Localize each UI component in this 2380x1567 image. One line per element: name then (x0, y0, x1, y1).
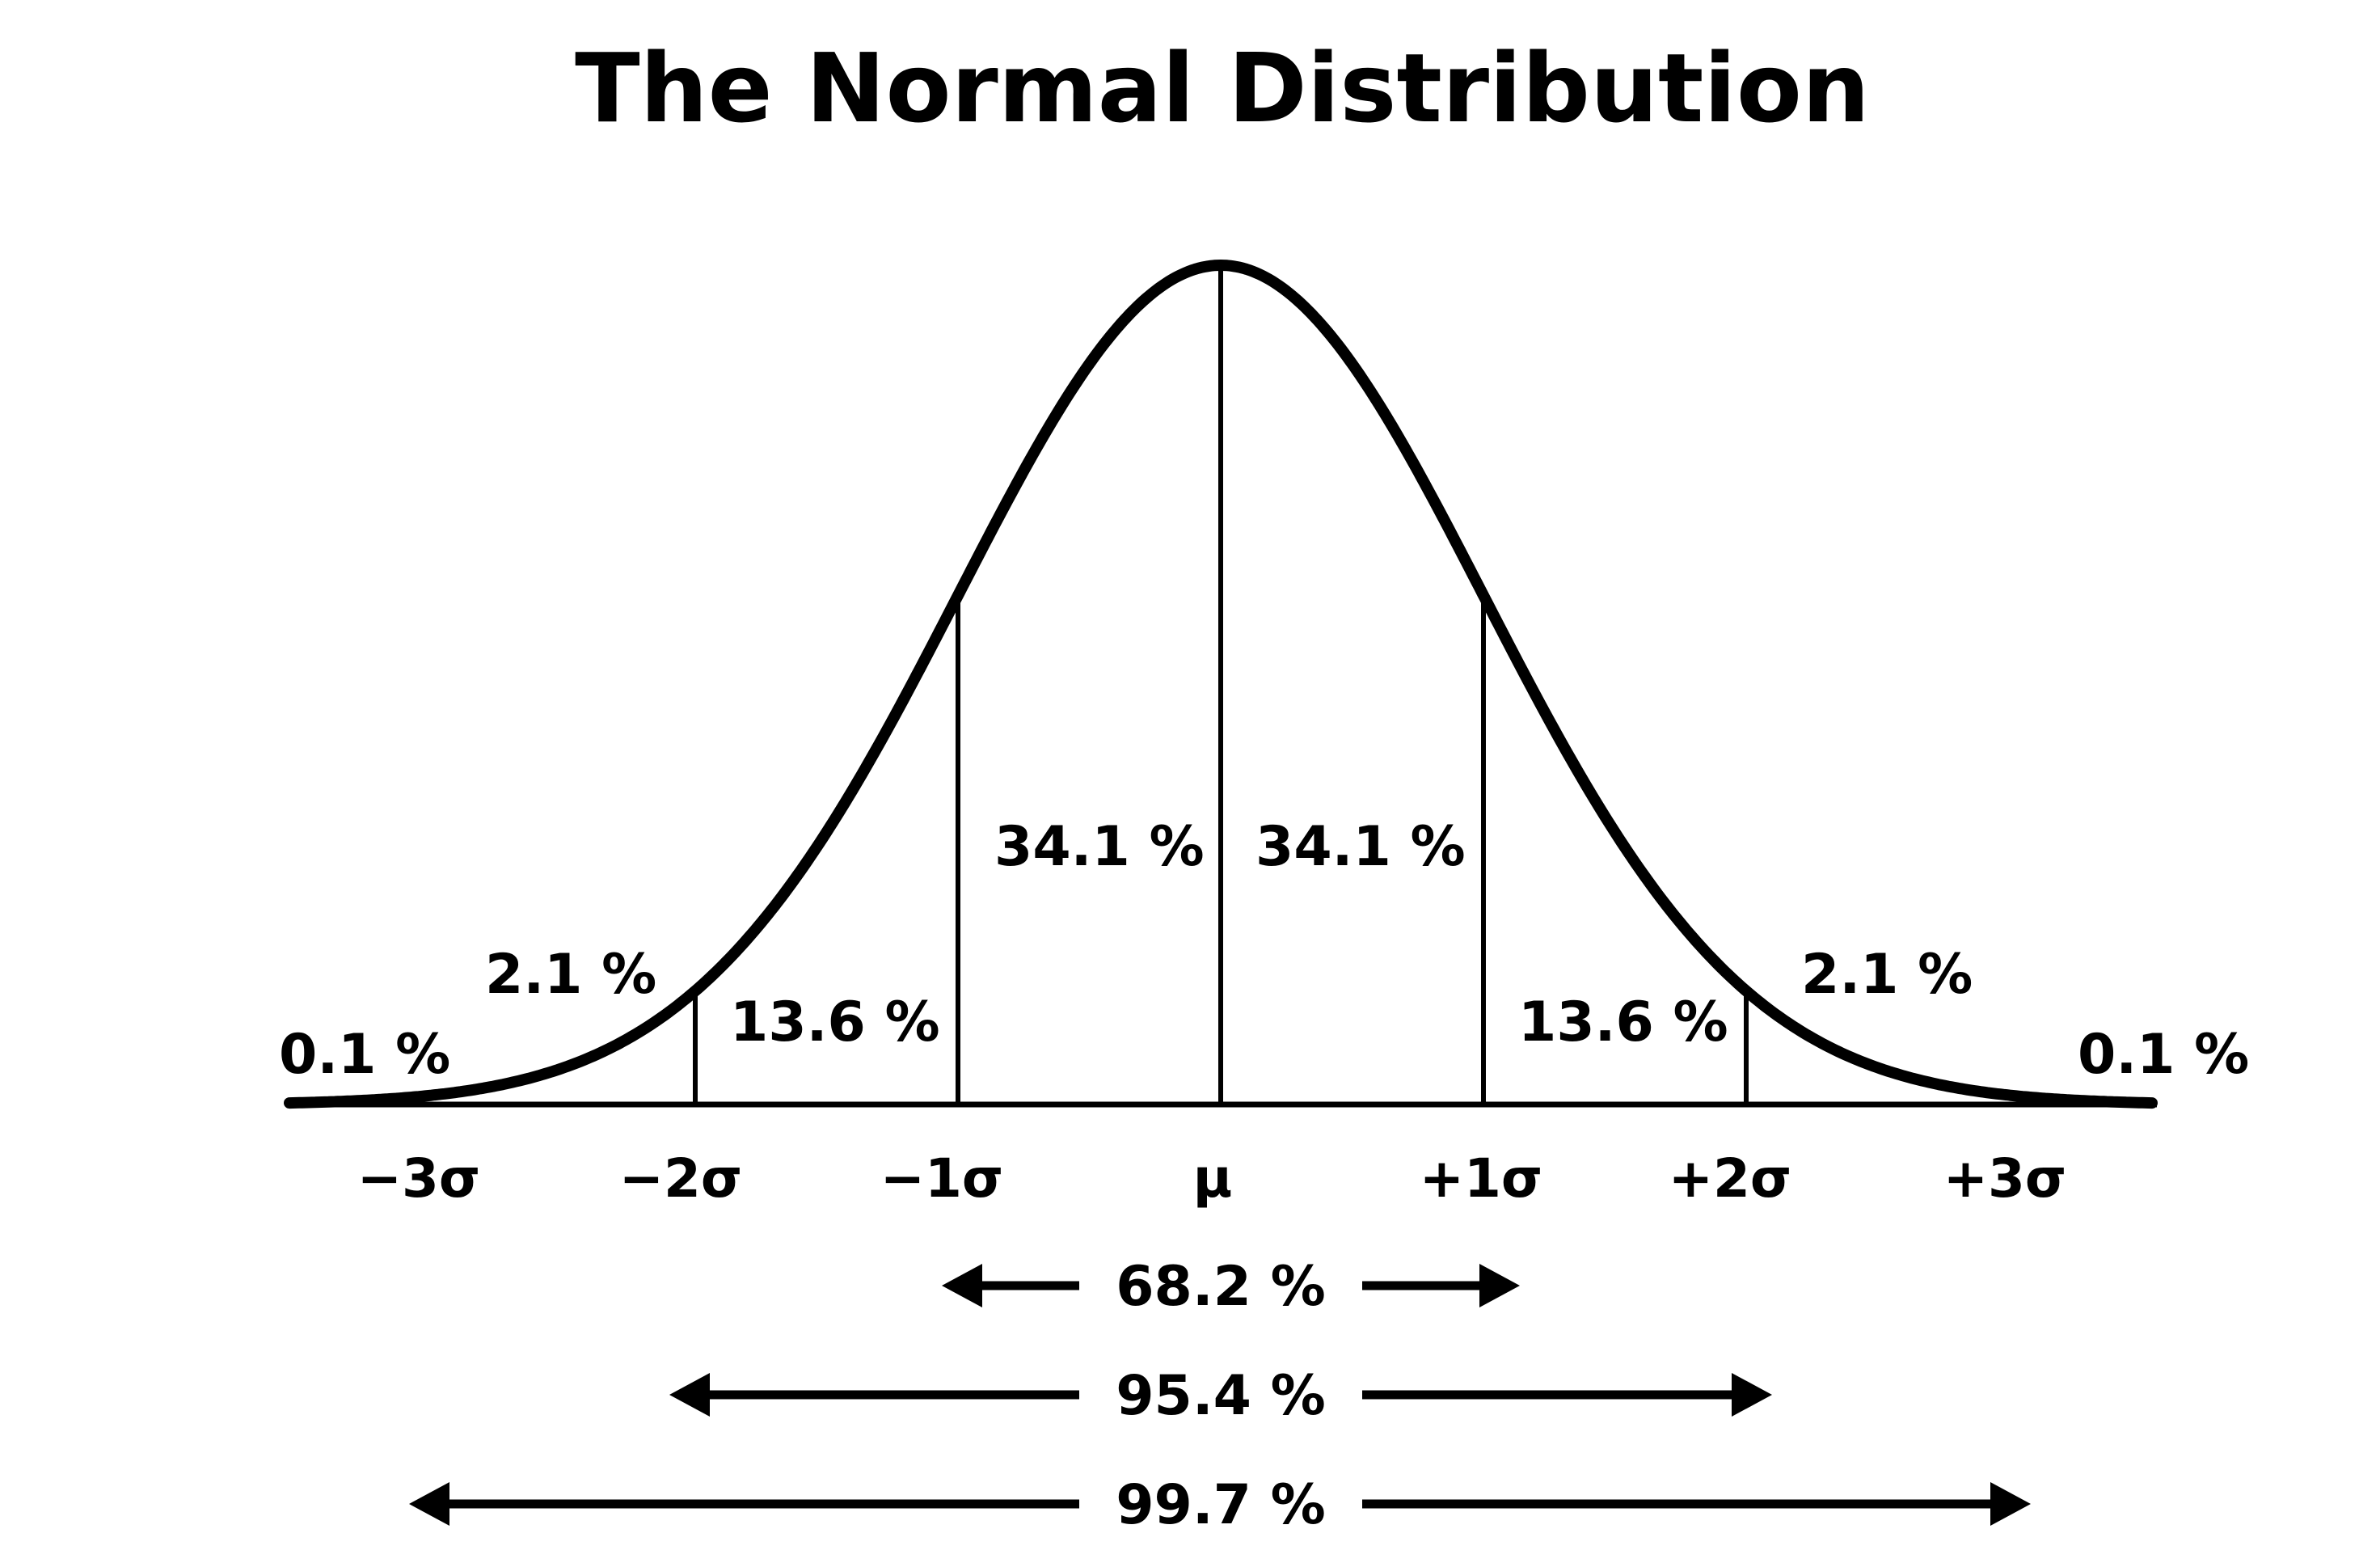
segment-label-left-2sd: 2.1 % (485, 943, 656, 1007)
range-label-99: 99.7 % (1116, 1473, 1326, 1537)
range-95-right-arrowhead (1732, 1373, 1772, 1417)
tick-label-plus-2-sigma: +2σ (1669, 1147, 1792, 1210)
segment-label-right-2sd: 2.1 % (1801, 943, 1973, 1007)
tick-label-minus-2-sigma: −2σ (619, 1147, 743, 1210)
range-95-arrow (669, 1373, 1772, 1417)
range-99-right-arrowhead (1990, 1482, 2031, 1526)
segment-label-left-center: 34.1 % (994, 815, 1205, 879)
range-label-68: 68.2 % (1116, 1255, 1326, 1319)
page-title: The Normal Distribution (575, 32, 1870, 144)
tick-label-plus-3-sigma: +3σ (1943, 1147, 2067, 1210)
segment-label-right-1sd: 13.6 % (1518, 990, 1728, 1054)
bell-curve (284, 260, 2158, 1109)
range-99-left-arrowhead (409, 1482, 449, 1526)
range-68-arrow (942, 1264, 1520, 1307)
segment-label-right-tail: 0.1 % (2078, 1023, 2249, 1087)
tick-label-mean: μ (1193, 1147, 1233, 1210)
segment-label-left-1sd: 13.6 % (730, 990, 940, 1054)
tick-label-plus-1-sigma: +1σ (1420, 1147, 1543, 1210)
segment-label-right-center: 34.1 % (1255, 815, 1466, 879)
range-label-95: 95.4 % (1116, 1364, 1326, 1428)
tick-label-minus-3-sigma: −3σ (357, 1147, 481, 1210)
range-99-arrow (409, 1482, 2031, 1526)
tick-label-minus-1-sigma: −1σ (880, 1147, 1004, 1210)
segment-label-left-tail: 0.1 % (279, 1023, 450, 1087)
range-68-left-arrowhead (942, 1264, 982, 1307)
range-68-right-arrowhead (1479, 1264, 1520, 1307)
range-95-left-arrowhead (669, 1373, 710, 1417)
